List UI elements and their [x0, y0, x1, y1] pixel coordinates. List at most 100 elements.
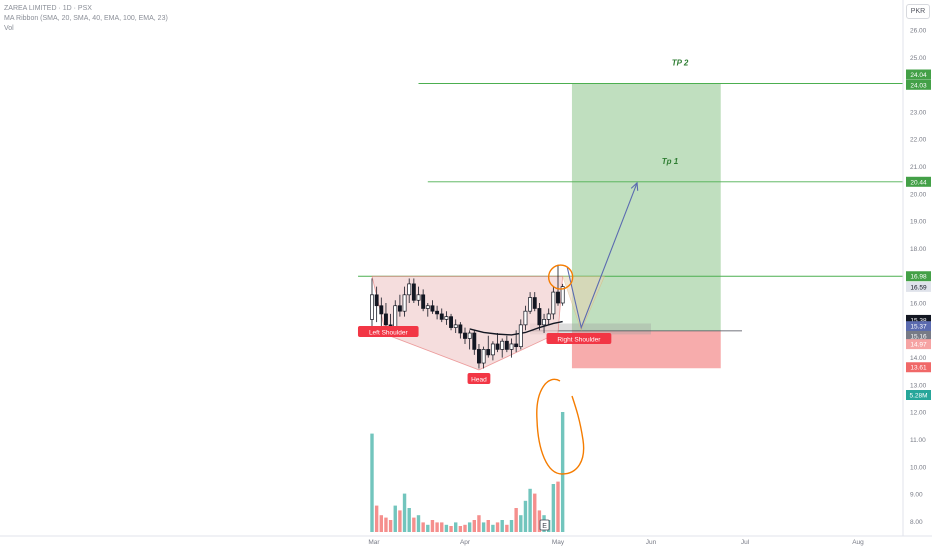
candle-body — [425, 305, 430, 309]
candle-body — [504, 340, 509, 350]
right-shoulder-projection — [562, 275, 605, 332]
right-shoulder-label-box — [546, 333, 612, 344]
price-tag-16-98-3: 16.98 — [906, 271, 931, 282]
left-shoulder-label: Left Shoulder — [369, 330, 409, 337]
price-tag-label: 14.97 — [910, 342, 927, 349]
chart-legend: ZAREA LIMITED · 1D · PSX MA Ribbon (SMA,… — [4, 4, 168, 34]
price-tick-13-00: 13.00 — [910, 382, 927, 389]
price-tag-box — [906, 79, 931, 90]
candle-mar-22 — [449, 313, 454, 331]
volume-bar-mar-22 — [449, 526, 453, 532]
candle-apr-26 — [551, 286, 556, 320]
price-tick-8-00: 8.00 — [910, 519, 923, 526]
candle-mar-8 — [402, 286, 407, 317]
candle-body — [518, 324, 523, 348]
candle-body — [546, 313, 551, 320]
candle-apr-8 — [500, 338, 505, 358]
volume-bar-apr-23 — [537, 510, 542, 532]
candle-body — [463, 332, 467, 339]
volume-bar-apr-4 — [491, 524, 495, 532]
price-tag-box — [906, 330, 931, 341]
volume-bar-apr-5 — [495, 522, 500, 532]
candle-body — [379, 305, 384, 315]
candle-mar-15 — [425, 303, 430, 317]
volume-bar-apr-8 — [500, 520, 504, 532]
volume-bar-feb-27 — [370, 433, 374, 532]
candle-body — [481, 349, 486, 364]
volume-bar-feb-28 — [374, 505, 379, 532]
level-label-tp-1: Tp 1 — [662, 157, 679, 166]
candle-mar-18 — [430, 300, 435, 314]
price-tick-23-00: 23.00 — [910, 109, 927, 116]
candle-body — [430, 305, 435, 312]
price-tick-14-00: 14.00 — [910, 355, 927, 362]
candle-body — [523, 310, 528, 326]
earnings-marker-box — [539, 519, 550, 531]
price-tick-20-00: 20.00 — [910, 191, 927, 198]
price-tag-box — [906, 176, 931, 187]
candle-body — [374, 294, 379, 307]
ma-ribbon-legend[interactable]: MA Ribbon (SMA, 20, SMA, 40, EMA, 100, E… — [4, 15, 168, 22]
candle-body — [402, 294, 407, 312]
right-shoulder-label: Right Shoulder — [557, 337, 601, 344]
candle-apr-29 — [556, 264, 560, 306]
candle-body — [458, 324, 463, 334]
price-tag-box — [906, 390, 931, 400]
price-tag-box — [906, 321, 931, 332]
price-tag-label: 15.37 — [910, 324, 927, 331]
volume-bar-mar-11 — [407, 508, 411, 532]
candle-body — [449, 316, 454, 328]
price-tick-18-00: 18.00 — [910, 246, 927, 253]
price-tag-label: 15.38 — [910, 317, 927, 324]
volume-bar-mar-1 — [379, 515, 383, 532]
volume-bar-apr-16 — [514, 508, 518, 532]
price-tag-24-04-0: 24.04 — [906, 69, 931, 80]
volume-highlight-circle — [536, 378, 585, 475]
candle-body — [472, 332, 477, 350]
candle-mar-26 — [458, 322, 463, 339]
price-tick-21-00: 21.00 — [910, 164, 927, 171]
price-tag-label: 24.04 — [910, 72, 927, 79]
price-tick-26-00: 26.00 — [910, 28, 927, 35]
volume-bar-apr-26 — [551, 484, 556, 532]
candle-apr-16 — [514, 330, 519, 353]
candle-body — [495, 343, 500, 350]
candle-apr-3 — [486, 335, 491, 358]
price-tag-box — [906, 362, 931, 373]
price-tag-24-03-1: 24.03 — [906, 79, 931, 90]
candle-mar-28 — [467, 330, 472, 350]
price-tag-15-37-6: 15.37 — [906, 321, 931, 332]
volume-bar-mar-12 — [412, 517, 416, 532]
candle-body — [509, 343, 514, 350]
candle-body — [486, 349, 491, 356]
price-tag-box — [906, 69, 931, 80]
candle-body — [370, 294, 374, 320]
volume-bar-mar-28 — [467, 522, 472, 532]
candle-apr-1 — [477, 343, 481, 369]
volume-bar-mar-15 — [426, 524, 430, 532]
price-tag-box — [906, 314, 931, 325]
candle-body — [407, 283, 412, 296]
price-tag-box — [906, 271, 931, 282]
price-tag-20-44-2: 20.44 — [906, 176, 931, 187]
price-tick-11-00: 11.00 — [910, 437, 926, 444]
time-tick-aug: Aug — [852, 539, 864, 546]
currency-button[interactable]: PKR — [906, 4, 930, 19]
candle-body — [537, 308, 542, 326]
volume-bar-apr-1 — [477, 515, 481, 532]
candle-mar-25 — [453, 319, 458, 334]
volume-legend[interactable]: Vol — [4, 25, 14, 32]
ma-line — [469, 320, 563, 336]
candle-body — [444, 316, 449, 320]
candle-mar-27 — [463, 327, 467, 344]
candle-body — [416, 294, 421, 301]
candle-mar-21 — [444, 311, 449, 325]
candle-feb-27 — [370, 278, 374, 328]
price-tag-label: 24.03 — [910, 82, 927, 89]
candle-body — [467, 332, 472, 339]
candle-apr-18 — [523, 305, 528, 331]
symbol-title[interactable]: ZAREA LIMITED · 1D · PSX — [4, 5, 92, 12]
candle-body — [384, 313, 388, 326]
